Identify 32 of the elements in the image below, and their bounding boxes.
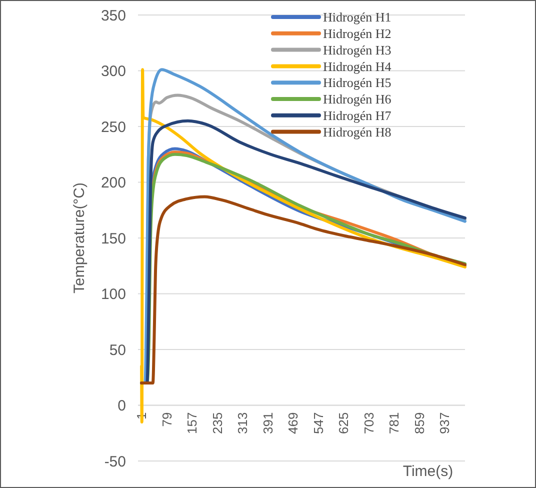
x-tick-label: 625 — [336, 412, 352, 434]
y-tick-label: 250 — [100, 118, 126, 136]
x-tick-label: 547 — [310, 412, 326, 434]
legend-label: Hidrogén H4 — [323, 58, 392, 74]
y-tick-label: 100 — [100, 286, 126, 303]
x-tick-label: 157 — [184, 412, 200, 434]
legend-label: Hidrogén H2 — [323, 26, 392, 41]
y-tick-label: 350 — [100, 7, 126, 24]
y-tick-label: 300 — [100, 63, 126, 80]
x-tick-label: 781 — [386, 412, 402, 434]
legend-label: Hidrogén H8 — [323, 124, 392, 140]
y-tick-label: 0 — [118, 398, 126, 414]
x-tick-label: 391 — [260, 412, 276, 434]
x-axis-title: Time(s) — [402, 463, 454, 480]
line-series — [140, 195, 466, 384]
legend-label: Hidrogén H6 — [323, 92, 392, 107]
y-tick-label: 50 — [109, 342, 126, 359]
x-tick-label: 859 — [412, 412, 427, 434]
x-tick-label: 937 — [437, 412, 452, 434]
legend-label: Hidrogén H7 — [323, 108, 392, 123]
x-tick-label: 313 — [235, 412, 250, 434]
legend-label: Hidrogén H1 — [323, 10, 392, 25]
x-tick-label: 79 — [159, 412, 174, 427]
y-tick-label: 200 — [100, 174, 126, 192]
legend-label: Hidrogén H3 — [323, 42, 392, 58]
x-tick-label: 703 — [361, 412, 376, 434]
y-tick-label: -50 — [104, 453, 126, 470]
x-tick-label: 469 — [286, 412, 301, 434]
y-tick-label: 150 — [100, 230, 126, 248]
legend-label: Hidrogén H5 — [323, 75, 392, 90]
x-tick-label: 235 — [210, 412, 225, 434]
y-axis-title: Temperature(°C) — [71, 182, 88, 294]
